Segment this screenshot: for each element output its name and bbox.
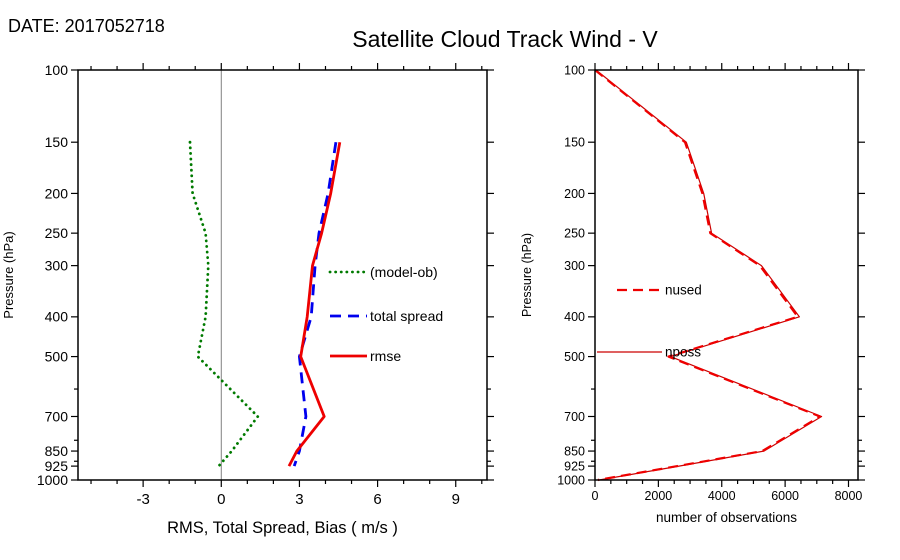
- y-tick-label: 200: [45, 185, 69, 201]
- y-tick-label: 1000: [557, 473, 585, 487]
- legend-label: rmse: [370, 348, 401, 364]
- legend-label: nused: [665, 283, 702, 298]
- y-tick-label: 700: [45, 408, 69, 424]
- plot-frame: [594, 69, 859, 481]
- y-tick-label: 400: [564, 310, 585, 324]
- y-tick-label: 500: [564, 350, 585, 364]
- x-tick-label: 8000: [835, 489, 863, 503]
- date-label: DATE: 2017052718: [8, 16, 165, 36]
- y-tick-label: 100: [564, 63, 585, 77]
- y-tick-label: 850: [564, 444, 585, 458]
- y-tick-label: 300: [564, 259, 585, 273]
- y-tick-label: 150: [564, 136, 585, 150]
- y-tick-label: 250: [564, 227, 585, 241]
- x-axis-title: number of observations: [656, 510, 797, 525]
- plot-frame: [77, 69, 488, 481]
- right-chart-panel: 0 2000 4000 6000 8000 100 150 200 250 300 400 500 70…: [520, 63, 865, 525]
- y-tick-label: 850: [45, 443, 69, 459]
- x-axis-title: RMS, Total Spread, Bias ( m/s ): [167, 519, 398, 537]
- y-tick-label: 925: [564, 459, 585, 473]
- x-tick-label: 4000: [708, 489, 736, 503]
- series-line-total-spread: [292, 141, 338, 467]
- y-tick-label: 925: [45, 458, 69, 474]
- x-tick-label: -3: [136, 491, 149, 508]
- figure-title: Satellite Cloud Track Wind - V: [352, 26, 658, 52]
- y-tick-label: 400: [45, 309, 69, 325]
- y-tick-label: 1000: [37, 472, 68, 488]
- y-tick-label: 300: [45, 258, 69, 274]
- legend-label: (model-ob): [370, 264, 438, 280]
- x-tick-label: 2000: [644, 489, 672, 503]
- series-line-nused: [594, 69, 822, 482]
- y-tick-label: 700: [564, 410, 585, 424]
- x-tick-label: 0: [217, 491, 225, 508]
- x-tick-label: 3: [295, 491, 303, 508]
- y-tick-label: 500: [45, 348, 69, 364]
- series-line-model-ob: [188, 140, 260, 468]
- legend-label: total spread: [370, 308, 443, 324]
- y-axis-title: Pressure (hPa): [520, 233, 534, 317]
- series-line-rmse: [287, 141, 342, 467]
- y-tick-label: 250: [45, 225, 69, 241]
- y-tick-label: 100: [45, 62, 69, 78]
- x-tick-label: 6000: [771, 489, 799, 503]
- x-tick-label: 6: [373, 491, 381, 508]
- x-tick-label: 0: [592, 489, 599, 503]
- x-tick-label: 9: [452, 491, 460, 508]
- left-chart-panel: -3 0 3 6 9 100 150 200 250 300 400 500 700 8509251000…: [1, 62, 494, 537]
- y-tick-label: 200: [564, 187, 585, 201]
- y-tick-label: 150: [45, 134, 69, 150]
- legend-label: nposs: [665, 345, 701, 360]
- y-axis-title: Pressure (hPa): [1, 231, 16, 318]
- series-line-nposs: [595, 69, 823, 481]
